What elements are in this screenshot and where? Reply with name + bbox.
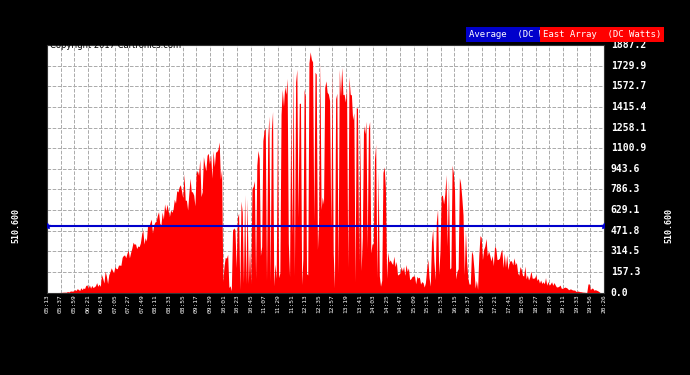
Text: 08:33: 08:33 [167,294,172,313]
Text: 17:21: 17:21 [493,294,497,313]
Text: 1729.9: 1729.9 [611,61,646,70]
Text: 15:53: 15:53 [438,294,443,313]
Text: 08:55: 08:55 [180,294,185,313]
Text: 786.3: 786.3 [611,184,640,194]
Text: 1258.1: 1258.1 [611,123,646,132]
Text: 05:37: 05:37 [58,294,63,313]
Text: 08:11: 08:11 [153,294,158,313]
Text: East Array Actual & Average Power Mon Jun 26 20:33: East Array Actual & Average Power Mon Ju… [117,4,573,19]
Text: Copyright 2017 Cartronics.com: Copyright 2017 Cartronics.com [50,41,181,50]
Text: 07:27: 07:27 [126,294,131,313]
Text: 11:29: 11:29 [275,294,280,313]
Text: 314.5: 314.5 [611,246,640,256]
Text: 18:05: 18:05 [520,294,525,313]
Text: 20:26: 20:26 [601,294,607,313]
Text: 16:59: 16:59 [479,294,484,313]
Text: 12:13: 12:13 [302,294,308,313]
Text: 943.6: 943.6 [611,164,640,174]
Text: 10:45: 10:45 [248,294,253,313]
Text: 15:09: 15:09 [411,294,416,313]
Text: 19:11: 19:11 [560,294,566,313]
Text: 1100.9: 1100.9 [611,143,646,153]
Text: 07:49: 07:49 [139,294,144,313]
Text: 06:21: 06:21 [85,294,90,313]
Text: 12:35: 12:35 [316,294,321,313]
Text: 12:57: 12:57 [330,294,335,313]
Text: 16:37: 16:37 [466,294,471,313]
Text: 510.600: 510.600 [664,208,674,243]
Text: 10:23: 10:23 [235,294,239,313]
Text: 1572.7: 1572.7 [611,81,646,91]
Text: Average  (DC Watts): Average (DC Watts) [469,30,571,39]
Text: 09:39: 09:39 [208,294,213,313]
Text: 07:05: 07:05 [112,294,117,313]
Text: 14:03: 14:03 [371,294,375,313]
Text: 1887.2: 1887.2 [611,40,646,50]
Text: 18:49: 18:49 [547,294,552,313]
Text: 15:31: 15:31 [424,294,430,313]
Text: 19:33: 19:33 [574,294,579,313]
Text: 157.3: 157.3 [611,267,640,277]
Text: 510.600: 510.600 [11,208,21,243]
Text: 05:59: 05:59 [72,294,77,313]
Text: 11:51: 11:51 [289,294,294,313]
Text: 629.1: 629.1 [611,205,640,215]
Text: 11:07: 11:07 [262,294,267,313]
Text: 09:17: 09:17 [194,294,199,313]
Text: 19:56: 19:56 [588,294,593,313]
Text: 471.8: 471.8 [611,226,640,236]
Text: 14:25: 14:25 [384,294,389,313]
Text: 10:01: 10:01 [221,294,226,313]
Text: 18:27: 18:27 [533,294,538,313]
Text: 16:15: 16:15 [452,294,457,313]
Text: 0.0: 0.0 [611,288,629,297]
Text: 14:47: 14:47 [397,294,402,313]
Text: 06:43: 06:43 [99,294,103,313]
Text: 1415.4: 1415.4 [611,102,646,112]
Text: 17:43: 17:43 [506,294,511,313]
Text: 13:41: 13:41 [357,294,362,313]
Text: 05:13: 05:13 [44,294,50,313]
Text: 13:19: 13:19 [343,294,348,313]
Text: East Array  (DC Watts): East Array (DC Watts) [543,30,661,39]
